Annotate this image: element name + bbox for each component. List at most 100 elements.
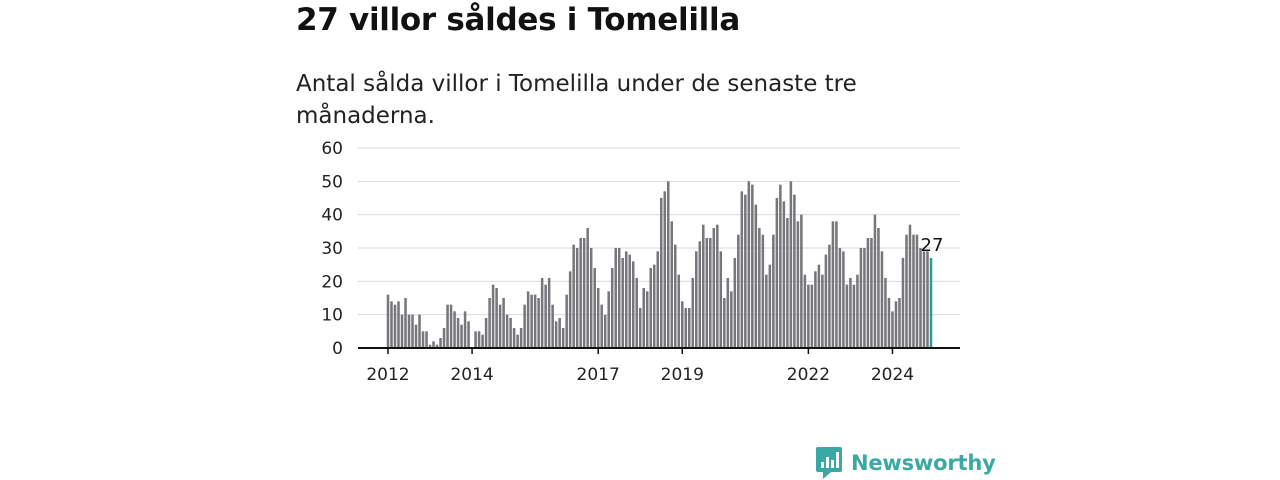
bar (558, 318, 561, 348)
bar (719, 251, 723, 348)
bar (519, 328, 523, 348)
chart-title: 27 villor såldes i Tomelilla (296, 2, 740, 38)
bar (488, 298, 491, 348)
bar (393, 304, 397, 348)
x-tick-label: 2014 (450, 365, 493, 385)
bar (828, 244, 831, 348)
bar (740, 191, 744, 348)
bar (901, 258, 905, 348)
bar (674, 244, 677, 348)
y-tick-label: 20 (321, 272, 343, 292)
bar (659, 198, 663, 348)
bar (898, 298, 901, 348)
bar (593, 268, 596, 348)
bar (705, 238, 709, 348)
bar (758, 228, 761, 348)
bar (537, 298, 540, 348)
bar (775, 198, 779, 348)
bar (761, 234, 765, 348)
bar (891, 311, 894, 348)
bar (460, 324, 463, 348)
bar (418, 314, 421, 348)
bar (652, 264, 656, 348)
bar (849, 278, 852, 348)
bar (523, 304, 526, 348)
newsworthy-brand[interactable]: Newsworthy (815, 446, 996, 480)
bar (481, 334, 484, 348)
bar (807, 284, 810, 348)
bar (845, 284, 849, 348)
bar (912, 234, 915, 348)
bar (540, 278, 544, 348)
bar (817, 264, 821, 348)
bar (551, 304, 554, 348)
bar (810, 284, 814, 348)
bar (554, 321, 558, 348)
bar (631, 261, 635, 348)
bar (919, 248, 922, 348)
bar (624, 251, 628, 348)
bar (733, 258, 737, 348)
bar (603, 314, 607, 348)
bar (512, 328, 516, 348)
bar (800, 214, 803, 348)
bar (526, 291, 530, 348)
bar (404, 298, 407, 348)
bar (547, 278, 551, 348)
bar (779, 184, 782, 348)
bar (589, 248, 593, 348)
bar (638, 308, 642, 348)
bar (425, 331, 428, 348)
bar (498, 304, 502, 348)
brand-name: Newsworthy (851, 451, 996, 475)
bar (691, 278, 695, 348)
bar (390, 301, 393, 348)
bar (905, 234, 908, 348)
bar (856, 274, 859, 348)
bar (505, 314, 509, 348)
y-tick-label: 10 (321, 306, 343, 326)
y-tick-label: 60 (321, 139, 343, 159)
bar (484, 318, 488, 348)
bar (894, 301, 898, 348)
bar (768, 264, 772, 348)
bar (908, 224, 912, 348)
bar (803, 274, 807, 348)
bar (596, 288, 600, 348)
bar (709, 238, 712, 348)
y-tick-label: 40 (321, 206, 343, 226)
bar (772, 234, 775, 348)
bar (712, 228, 716, 348)
bar (428, 344, 432, 348)
bar (866, 238, 870, 348)
bar (677, 274, 681, 348)
data-label: 27 (921, 235, 944, 256)
bar (730, 291, 733, 348)
bar (870, 238, 873, 348)
bar (474, 331, 477, 348)
bar (607, 291, 610, 348)
bar (544, 284, 547, 348)
y-tick-label: 50 (321, 172, 343, 192)
bar (411, 314, 414, 348)
bar (670, 221, 674, 348)
bar (793, 194, 796, 348)
bar (663, 191, 667, 348)
bar (600, 304, 603, 348)
bar (449, 304, 453, 348)
bar (495, 288, 498, 348)
bar (751, 184, 754, 348)
bar (926, 251, 929, 348)
bar (530, 294, 533, 348)
bar (617, 248, 621, 348)
bar (491, 284, 495, 348)
bar (821, 274, 824, 348)
bar (744, 194, 747, 348)
bar (575, 248, 579, 348)
bar (786, 218, 789, 348)
bar (831, 221, 835, 348)
bar (628, 254, 631, 348)
newsworthy-logo-icon (816, 447, 842, 479)
bar (688, 308, 691, 348)
